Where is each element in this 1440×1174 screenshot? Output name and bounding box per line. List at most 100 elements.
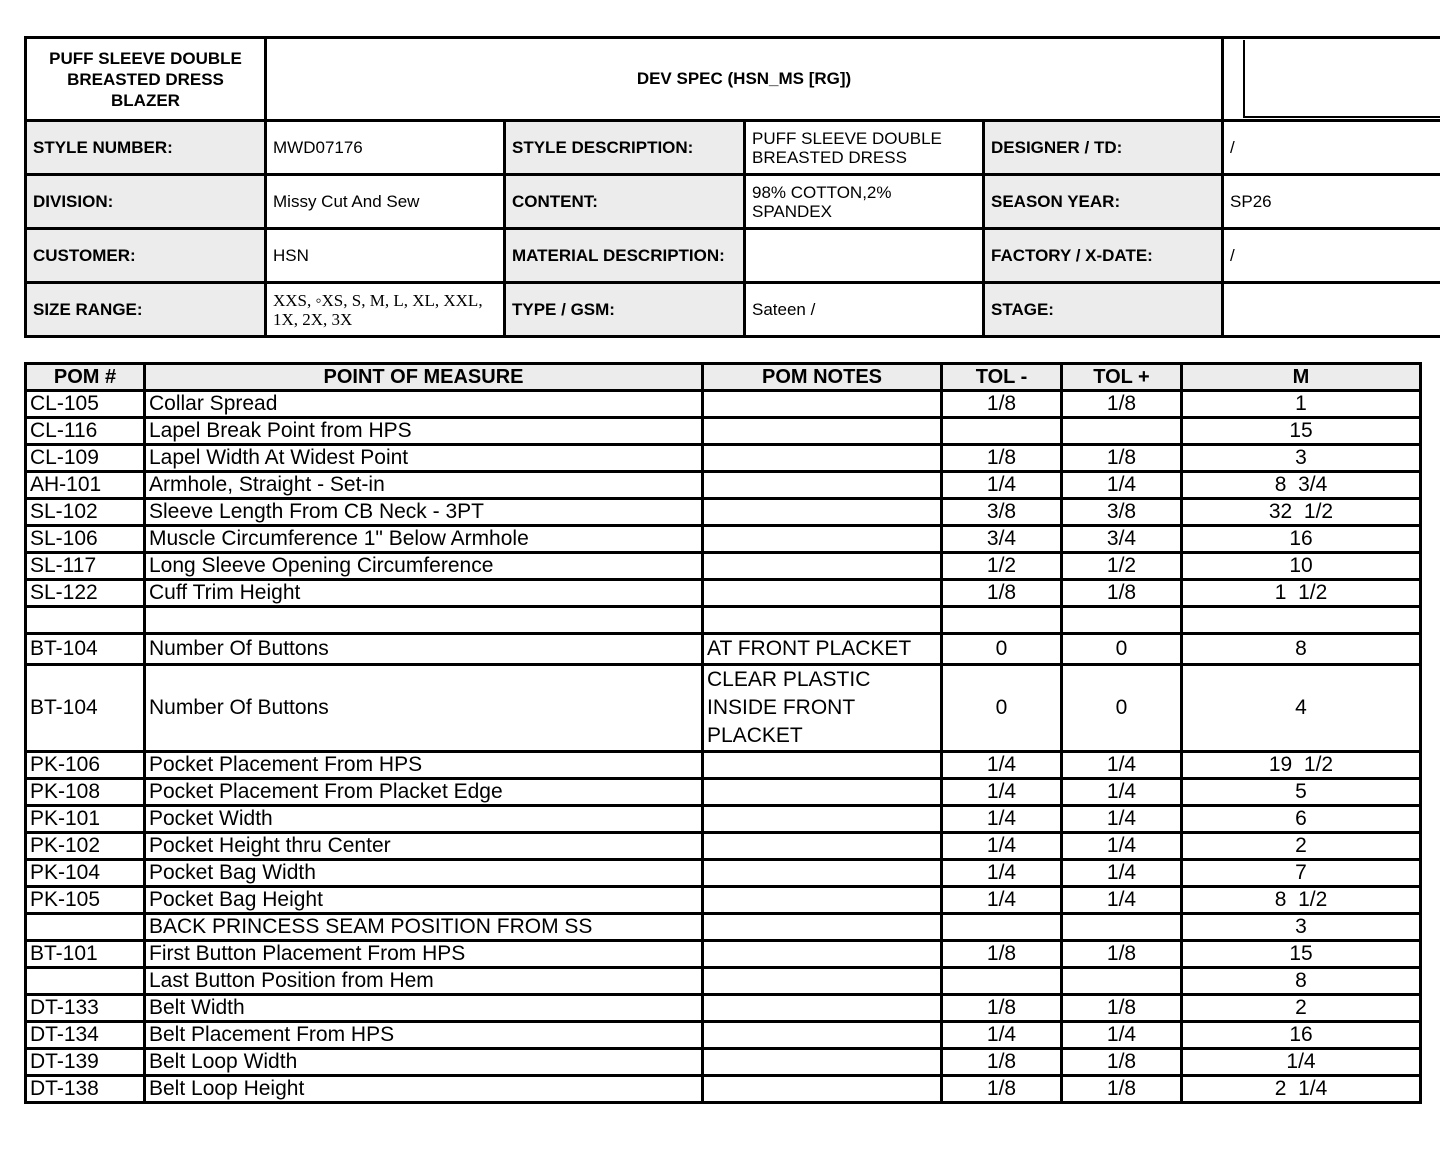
pom-cell: SL-122: [24, 578, 146, 608]
pom-row: SL-102 Sleeve Length From CB Neck - 3PT 3/…: [24, 497, 1422, 527]
pom-cell: 1/8: [1060, 443, 1183, 473]
pom-cell: Number Of Buttons: [143, 631, 704, 666]
pom-cell: 4: [1180, 662, 1422, 753]
pom-cell: [701, 992, 943, 1023]
pom-cell: 0: [1060, 662, 1183, 753]
pom-cell: 3: [1180, 443, 1422, 473]
pom-cell: [701, 578, 943, 608]
pom-cell: 1/8: [1060, 992, 1183, 1023]
info-value: Sateen /: [743, 281, 985, 338]
pom-cell: [1060, 416, 1183, 446]
pom-cell: Belt Width: [143, 992, 704, 1023]
info-value: 98% COTTON,2% SPANDEX: [743, 173, 985, 230]
info-label: STYLE NUMBER:: [24, 119, 267, 176]
pom-row: PK-105 Pocket Bag Height 1/4 1/4 8 1/2: [24, 884, 1422, 915]
pom-cell: [701, 938, 943, 969]
info-value: [743, 227, 985, 284]
logo-box: [1243, 40, 1440, 118]
pom-cell: 1/8: [940, 389, 1063, 419]
pom-row: [24, 605, 1422, 635]
pom-cell: AT FRONT PLACKET: [701, 631, 943, 666]
info-label: CONTENT:: [503, 173, 746, 230]
pom-cell: Pocket Bag Width: [143, 857, 704, 888]
column-header: TOL +: [1060, 362, 1183, 392]
pom-cell: PK-104: [24, 857, 146, 888]
pom-cell: 1/8: [940, 938, 1063, 969]
pom-cell: 6: [1180, 803, 1422, 834]
pom-cell: [701, 884, 943, 915]
pom-row: CL-105 Collar Spread 1/8 1/8 1: [24, 389, 1422, 419]
pom-row: PK-104 Pocket Bag Width 1/4 1/4 7: [24, 857, 1422, 888]
pom-cell: PK-108: [24, 776, 146, 807]
pom-cell: 3/8: [940, 497, 1063, 527]
logo-cell: [1221, 36, 1440, 122]
info-label: DESIGNER / TD:: [981, 119, 1225, 176]
info-value: XXS, ◦XS, S, M, L, XL, XXL, 1X, 2X, 3X: [264, 281, 506, 338]
pom-row: PK-106 Pocket Placement From HPS 1/4 1/4 19 …: [24, 749, 1422, 780]
pom-cell: 1: [1180, 389, 1422, 419]
pom-cell: 1/4: [940, 857, 1063, 888]
pom-cell: 1/4: [940, 749, 1063, 780]
pom-cell: 3: [1180, 911, 1422, 942]
info-value: MWD07176: [264, 119, 506, 176]
pom-cell: Last Button Position from Hem: [143, 965, 704, 996]
pom-cell: [701, 830, 943, 861]
pom-cell: BT-104: [24, 662, 146, 753]
pom-cell: 1/4: [940, 830, 1063, 861]
info-label: TYPE / GSM:: [503, 281, 746, 338]
pom-cell: [701, 416, 943, 446]
pom-row: Last Button Position from Hem 8: [24, 965, 1422, 996]
pom-row: CL-116 Lapel Break Point from HPS 15: [24, 416, 1422, 446]
pom-cell: 1/4: [1060, 830, 1183, 861]
pom-cell: Pocket Placement From HPS: [143, 749, 704, 780]
info-label: SEASON YEAR:: [981, 173, 1225, 230]
pom-cell: Pocket Width: [143, 803, 704, 834]
pom-cell: 1/8: [1060, 938, 1183, 969]
pom-row: DT-139 Belt Loop Width 1/8 1/8 1/4: [24, 1046, 1422, 1077]
info-label: STYLE DESCRIPTION:: [503, 119, 746, 176]
pom-cell: 16: [1180, 524, 1422, 554]
pom-cell: Sleeve Length From CB Neck - 3PT: [143, 497, 704, 527]
pom-cell: 1/2: [940, 551, 1063, 581]
pom-cell: 1/2: [1060, 551, 1183, 581]
pom-cell: [1180, 605, 1422, 635]
pom-cell: 1/8: [940, 578, 1063, 608]
pom-cell: PK-105: [24, 884, 146, 915]
pom-cell: Belt Placement From HPS: [143, 1019, 704, 1050]
header-block: PUFF SLEEVE DOUBLE BREASTED DRESS BLAZER…: [24, 36, 1440, 352]
pom-cell: [701, 389, 943, 419]
pom-cell: 1/8: [1060, 578, 1183, 608]
pom-cell: [701, 965, 943, 996]
pom-cell: CLEAR PLASTIC INSIDE FRONT PLACKET: [701, 662, 943, 753]
pom-cell: Number Of Buttons: [143, 662, 704, 753]
pom-cell: 1/4: [940, 1019, 1063, 1050]
pom-cell: DT-139: [24, 1046, 146, 1077]
pom-row: SL-122 Cuff Trim Height 1/8 1/8 1 1/2: [24, 578, 1422, 608]
pom-cell: DT-138: [24, 1073, 146, 1104]
pom-cell: [701, 524, 943, 554]
pom-cell: SL-117: [24, 551, 146, 581]
pom-cell: Belt Loop Height: [143, 1073, 704, 1104]
pom-cell: 1/8: [940, 1046, 1063, 1077]
pom-cell: 1/8: [940, 1073, 1063, 1104]
pom-cell: Muscle Circumference 1" Below Armhole: [143, 524, 704, 554]
pom-cell: 1/4: [1060, 470, 1183, 500]
info-value: Missy Cut And Sew: [264, 173, 506, 230]
info-value: /: [1221, 227, 1440, 284]
pom-row: DT-133 Belt Width 1/8 1/8 2: [24, 992, 1422, 1023]
pom-cell: Collar Spread: [143, 389, 704, 419]
column-header: POM #: [24, 362, 146, 392]
pom-cell: [940, 416, 1063, 446]
pom-cell: BACK PRINCESS SEAM POSITION FROM SS: [143, 911, 704, 942]
pom-cell: 1/4: [1060, 803, 1183, 834]
pom-row: PK-102 Pocket Height thru Center 1/4 1/4 2: [24, 830, 1422, 861]
pom-cell: [701, 1046, 943, 1077]
pom-cell: Long Sleeve Opening Circumference: [143, 551, 704, 581]
pom-cell: [1060, 911, 1183, 942]
pom-cell: 1 1/2: [1180, 578, 1422, 608]
pom-block: POM # POINT OF MEASURE POM NOTES TOL - TOL +…: [24, 362, 1422, 1104]
pom-cell: DT-133: [24, 992, 146, 1023]
pom-row: DT-138 Belt Loop Height 1/8 1/8 2 1/4: [24, 1073, 1422, 1104]
pom-cell: AH-101: [24, 470, 146, 500]
pom-cell: [940, 605, 1063, 635]
